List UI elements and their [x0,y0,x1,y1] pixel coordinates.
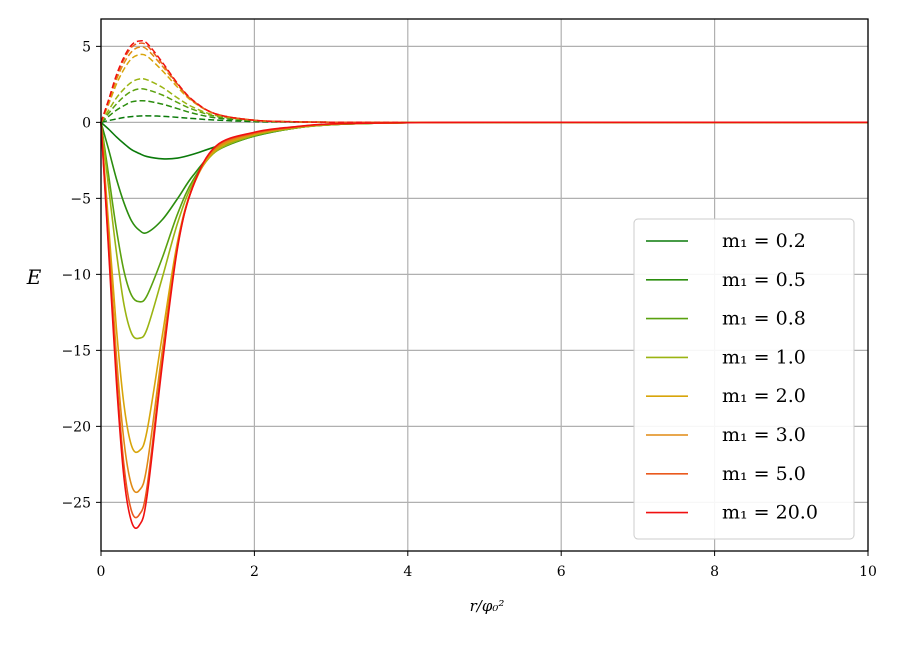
legend-label-1: m₁ = 0.5 [722,269,806,291]
legend-label-3: m₁ = 1.0 [722,346,806,368]
plot-frame [100,18,869,552]
y-tick-label: −10 [61,267,91,283]
x-tick-label: 0 [97,564,106,580]
y-tick-label: −20 [61,419,91,435]
legend-label-6: m₁ = 5.0 [722,463,806,485]
y-axis-label: E [26,265,42,289]
y-tick-label: 5 [82,39,91,55]
solid-series-group [100,121,869,529]
x-tick-label: 8 [710,564,719,580]
y-tick-label: −15 [61,343,91,359]
x-tick-label: 6 [557,564,566,580]
y-axis-ticks: 5 0 −5 −10 −15 −20 −25 [61,39,101,511]
legend-label-5: m₁ = 3.0 [722,424,806,446]
y-tick-label: 0 [82,115,91,131]
y-tick-label: −5 [70,191,91,207]
legend: m₁ = 0.2 m₁ = 0.5 m₁ = 0.8 m₁ = 1.0 m₁ = 2.0… [633,218,855,540]
legend-label-2: m₁ = 0.8 [722,308,806,330]
legend-label-0: m₁ = 0.2 [722,230,806,252]
legend-label-4: m₁ = 2.0 [722,385,806,407]
x-axis-ticks: 0 2 4 6 8 10 [97,551,877,580]
y-tick-label: −25 [61,495,91,511]
legend-label-7: m₁ = 20.0 [722,502,818,524]
series-dashed-line-7 [100,39,868,124]
series-solid-line-7 [100,121,869,529]
x-tick-label: 10 [859,564,877,580]
x-axis-label: r/φ₀² [470,597,505,615]
x-tick-label: 4 [403,564,412,580]
x-tick-label: 2 [250,564,259,580]
legend-box [633,218,855,540]
